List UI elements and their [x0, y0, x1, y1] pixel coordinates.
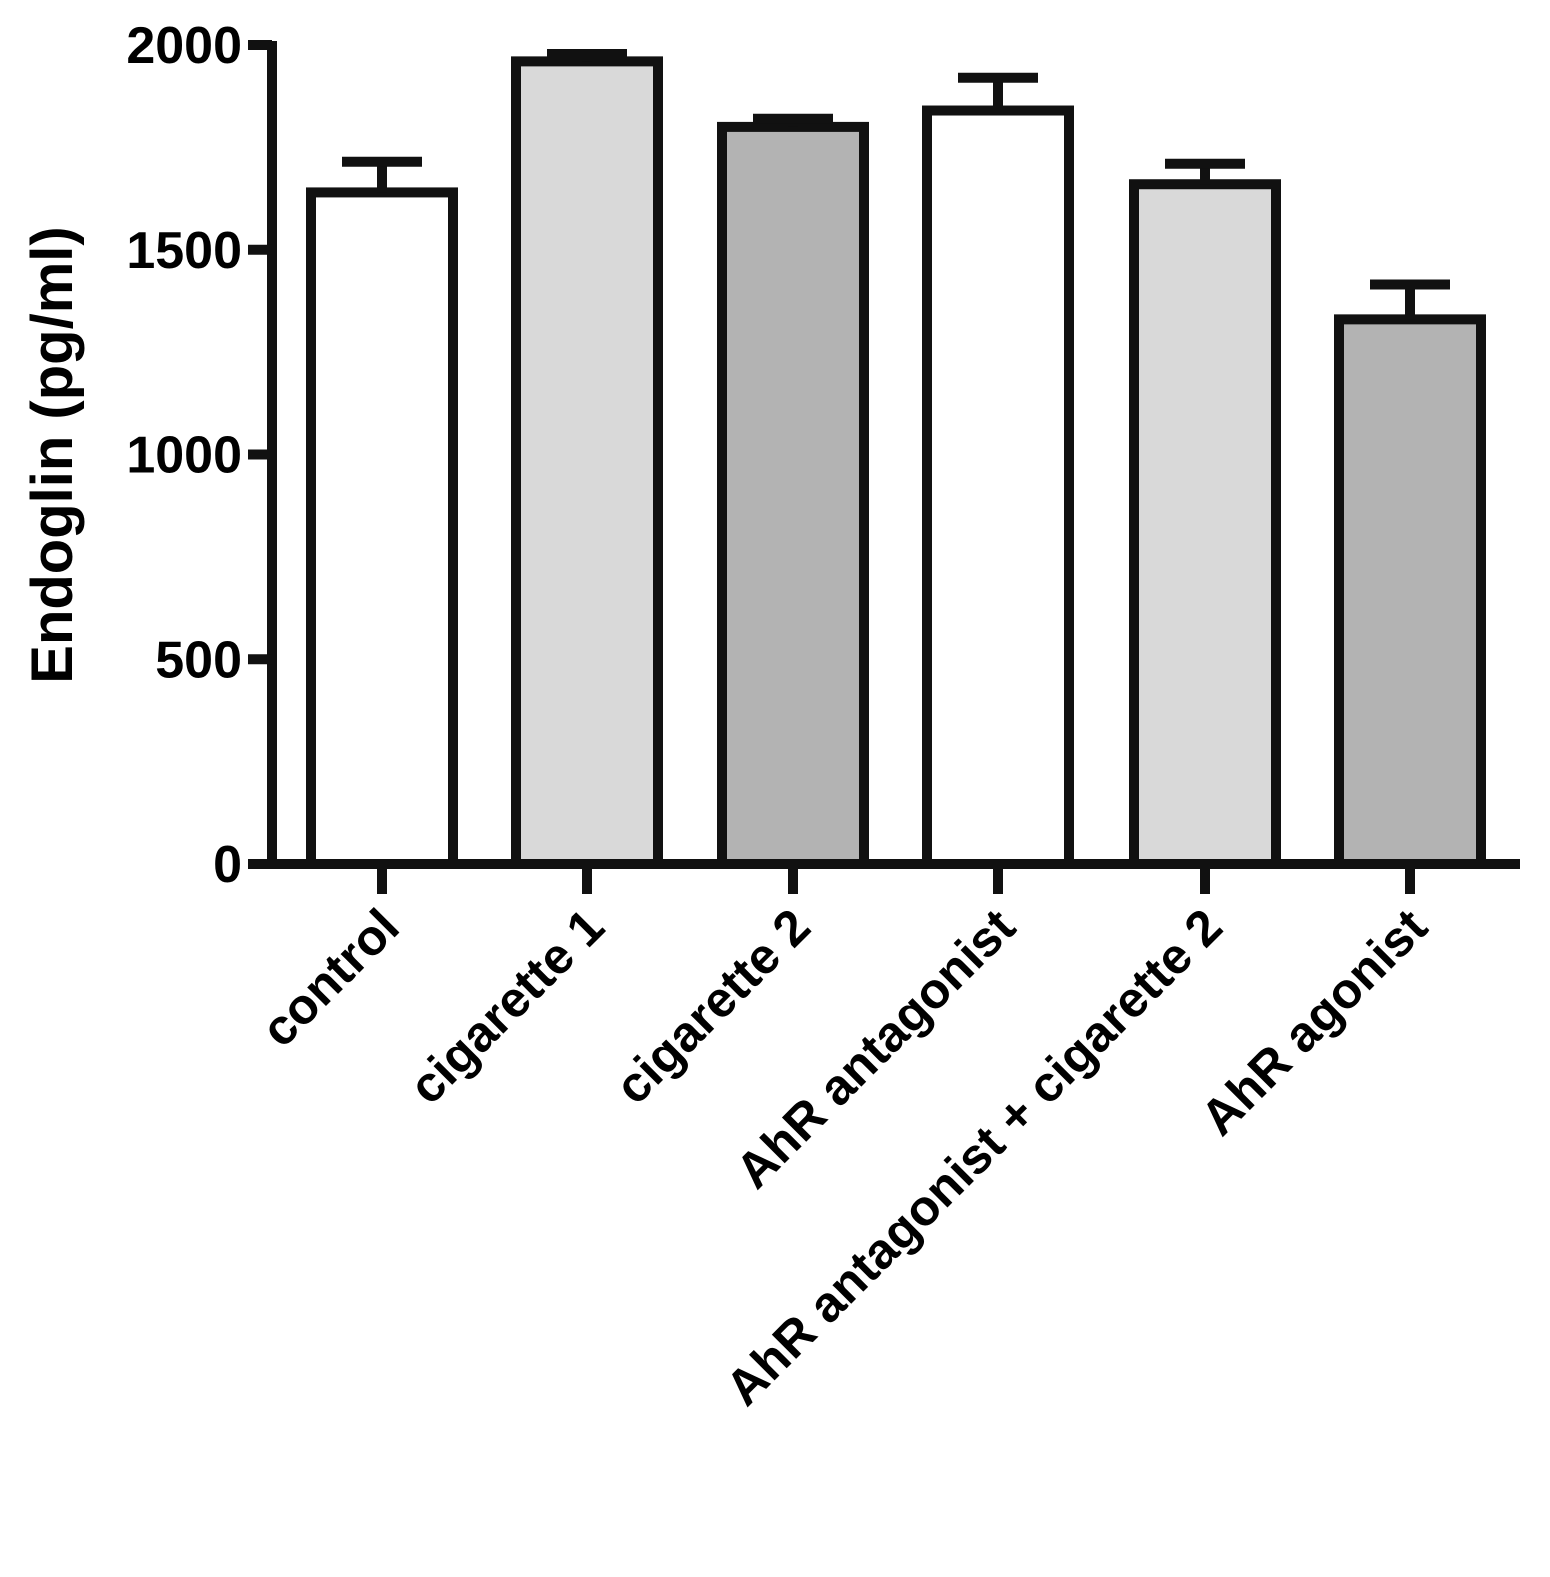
bar-0	[306, 187, 458, 870]
bar-1	[511, 56, 663, 869]
axes-group	[248, 40, 1520, 894]
bar-5	[1334, 314, 1486, 869]
y-tick-label-3: 1500	[126, 222, 242, 280]
x-tick-label-2: cigarette 2	[604, 898, 820, 1114]
y-axis-title: Endoglin (pg/ml)	[20, 226, 85, 683]
x-tick-label-0: control	[250, 898, 409, 1057]
bar-4	[1129, 179, 1281, 870]
y-tick-label-4: 2000	[126, 17, 242, 75]
y-tick-label-2: 1000	[126, 427, 242, 485]
y-tick-label-0: 0	[213, 836, 242, 894]
bars-group	[306, 49, 1486, 870]
x-tick-label-1: cigarette 1	[398, 898, 614, 1114]
y-tick-label-1: 500	[155, 631, 242, 689]
bar-3	[922, 105, 1074, 869]
bar-2	[717, 121, 869, 869]
